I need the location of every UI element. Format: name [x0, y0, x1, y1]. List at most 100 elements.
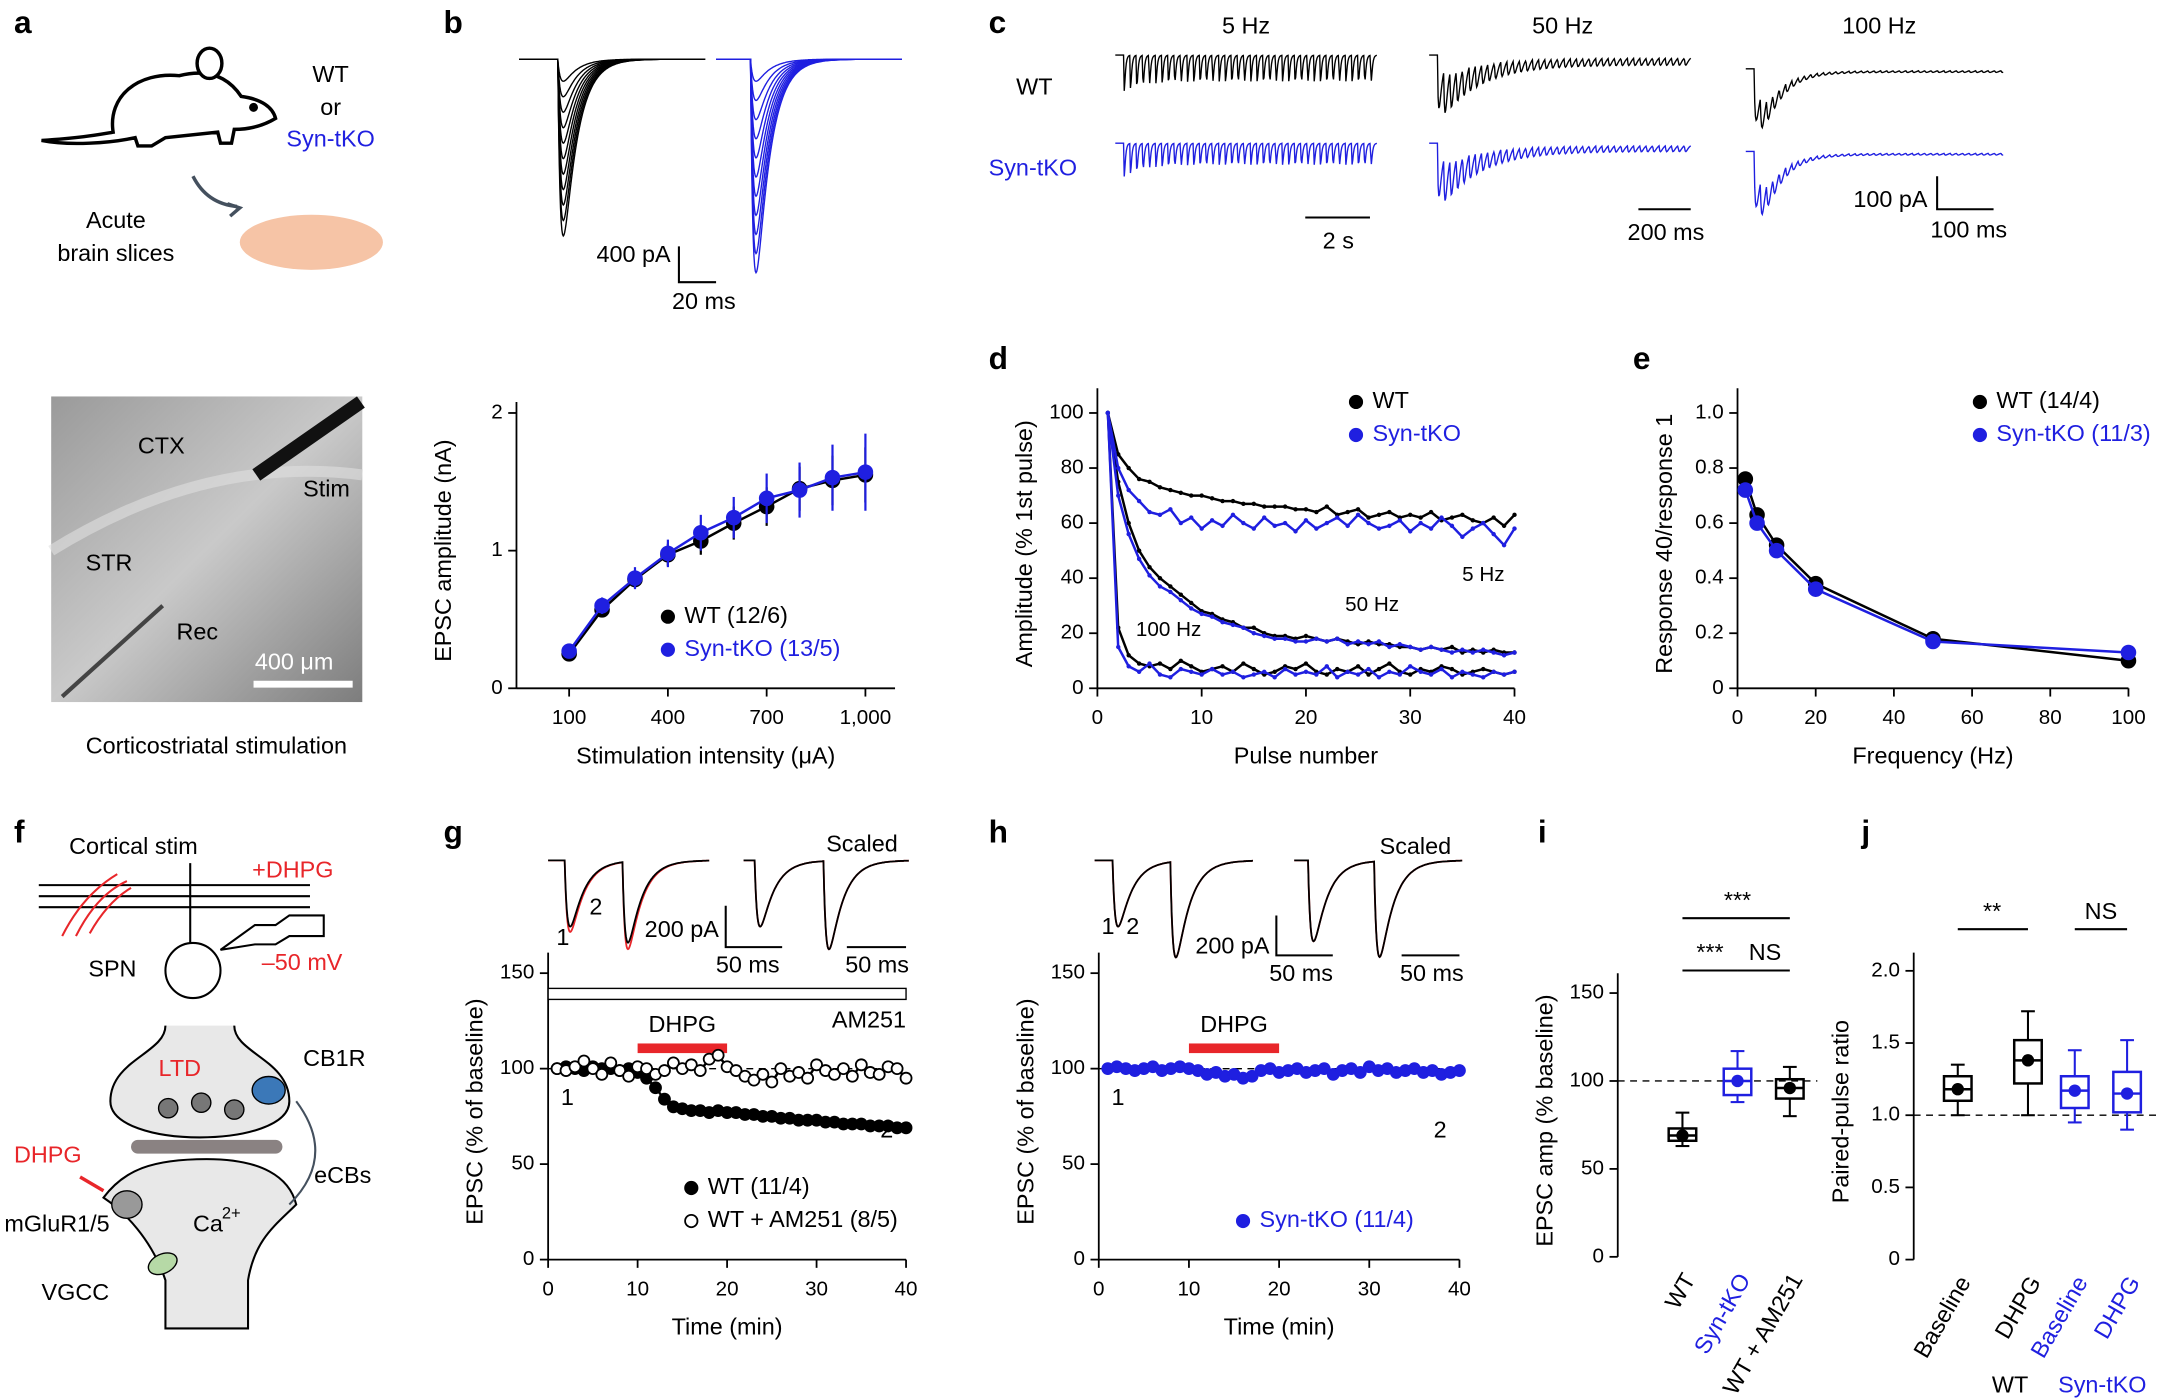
marker [1230, 622, 1236, 628]
series-line [1106, 412, 1515, 677]
marker [1387, 509, 1392, 515]
y-axis-label: EPSC amp (% baseline) [1531, 994, 1557, 1246]
x-axis-label: Time (min) [672, 1314, 783, 1340]
y-tick-label: 2.0 [1871, 958, 1900, 981]
caption: Corticostriatal stimulation [86, 733, 347, 759]
postsynaptic [102, 1158, 298, 1330]
trace [716, 58, 902, 255]
point [1951, 1083, 1964, 1096]
marker [1460, 647, 1465, 652]
trace [519, 58, 706, 222]
x-axis-label: Frequency (Hz) [1852, 742, 2013, 768]
marker [711, 1048, 725, 1062]
label: –50 mV [262, 949, 343, 975]
marker [1293, 529, 1298, 534]
x-tick-label: 30 [1399, 706, 1422, 729]
marker [1157, 485, 1163, 490]
x-tick-label: 20 [1804, 706, 1827, 729]
marker [1272, 675, 1277, 680]
x-tick-label: 0 [1092, 706, 1103, 729]
marker [1366, 666, 1371, 672]
label: brain slices [57, 240, 174, 266]
marker [1408, 672, 1413, 677]
legend-marker [1235, 1213, 1251, 1229]
marker [1925, 633, 1941, 650]
y-tick-label: 60 [1061, 511, 1084, 534]
marker [1105, 410, 1111, 416]
marker [792, 1066, 806, 1079]
marker [1126, 531, 1131, 537]
marker [1449, 675, 1455, 680]
scale-bar [724, 905, 783, 949]
series-line [1106, 412, 1515, 679]
marker [1126, 664, 1131, 669]
marker [1512, 526, 1517, 531]
y-tick-label: 50 [511, 1152, 534, 1175]
x-tick-label: 20 [716, 1277, 739, 1300]
trace-label: 2 [1126, 913, 1139, 939]
legend-marker [660, 609, 675, 624]
marker [1251, 631, 1257, 636]
label: Ca [193, 1210, 224, 1236]
marker [1449, 666, 1455, 672]
marker [613, 1064, 627, 1077]
marker [1324, 664, 1330, 669]
label: CB1R [303, 1045, 365, 1071]
marker [1136, 548, 1142, 553]
marker [1116, 465, 1121, 471]
marker [1501, 523, 1507, 529]
marker [1470, 672, 1475, 677]
scale-label: 2 s [1323, 227, 1354, 253]
scale-bar [1275, 915, 1333, 957]
marker [1737, 482, 1754, 498]
marker [872, 1067, 886, 1081]
marker [1178, 592, 1184, 597]
micrograph [51, 396, 363, 703]
marker [1189, 493, 1194, 498]
marker [1449, 644, 1455, 650]
trace-label: Scaled [826, 830, 898, 856]
marker [586, 1062, 600, 1076]
marker [1376, 526, 1382, 531]
marker [1376, 666, 1382, 672]
marker [1293, 507, 1298, 512]
trace [1294, 859, 1463, 959]
marker [1335, 515, 1340, 520]
trace [519, 58, 706, 160]
scale-label: 20 ms [672, 288, 736, 314]
marker [1230, 512, 1236, 518]
marker [1303, 633, 1309, 639]
marker [1397, 518, 1403, 523]
genotype: Syn-tKO [286, 126, 374, 152]
marker [595, 1067, 609, 1081]
panel-label: e [1633, 340, 1651, 376]
y-tick-label: 80 [1061, 455, 1084, 478]
marker [1439, 515, 1444, 520]
marker [1178, 666, 1184, 672]
marker [1199, 611, 1204, 617]
marker [1157, 512, 1163, 518]
x-tick-label: 30 [805, 1277, 828, 1300]
marker [1481, 647, 1486, 652]
marker [1199, 526, 1204, 531]
marker [1314, 636, 1319, 641]
genotype: or [320, 94, 341, 120]
marker [747, 1073, 761, 1087]
marker [774, 1062, 788, 1076]
marker [622, 1069, 636, 1083]
marker [1387, 661, 1392, 666]
marker [1262, 669, 1267, 674]
y-tick-label: 0 [491, 676, 502, 699]
neuron [164, 941, 222, 1000]
label: SPN [88, 956, 136, 982]
marker [1376, 675, 1382, 680]
marker [1168, 584, 1173, 589]
mglur [111, 1190, 143, 1219]
marker [1303, 518, 1309, 523]
marker [1324, 672, 1330, 677]
trace [548, 859, 710, 944]
y-tick-label: 100 [1051, 1056, 1085, 1079]
marker [1251, 501, 1257, 507]
marker [1251, 672, 1257, 677]
marker [649, 1081, 662, 1095]
